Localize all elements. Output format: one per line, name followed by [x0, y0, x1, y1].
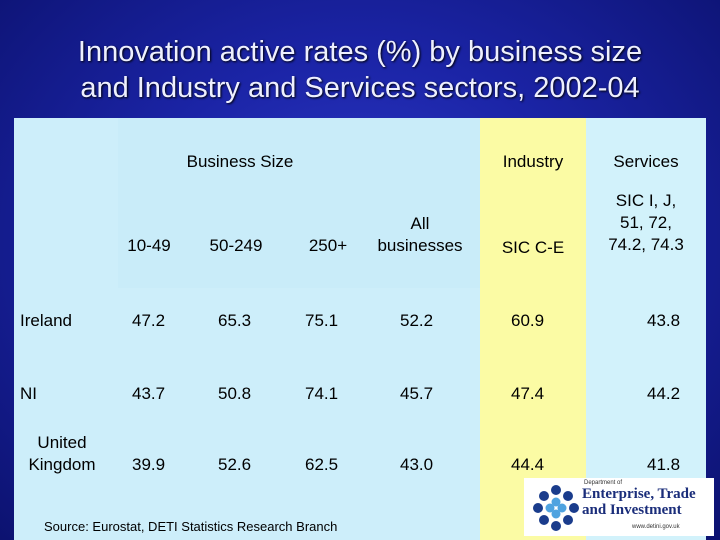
col-header-50-249: 50-249: [209, 236, 263, 255]
col-header-all-line-2: businesses: [377, 236, 463, 255]
table-cell: 52.2: [400, 311, 434, 330]
group-header-services: Services: [613, 152, 679, 171]
logo-name: Enterprise, Trade and Investment: [582, 486, 696, 518]
deti-emblem-icon: [533, 485, 579, 531]
table-cell: 50.8: [218, 384, 252, 403]
logo-department-text: Department of: [584, 480, 623, 486]
col-header-services-line-2: 51, 72,: [620, 213, 672, 232]
table-cell: 43.7: [132, 384, 166, 403]
col-header-sic-services: SIC I, J, 51, 72, 74.2, 74.3: [586, 190, 706, 256]
business-size-band: [118, 118, 480, 288]
col-header-services-line-3: 74.2, 74.3: [608, 235, 684, 254]
logo-line-2: and Investment: [582, 502, 682, 518]
table-cell: 43.8: [647, 311, 681, 330]
table-cell: 44.2: [647, 384, 681, 403]
col-header-250-plus: 250+: [308, 236, 348, 255]
table-cell: 75.1: [305, 311, 339, 330]
col-header-all-line-1: All: [410, 214, 430, 233]
table-cell: 62.5: [305, 455, 339, 474]
table-cell: 39.9: [132, 455, 166, 474]
table-cell: 52.6: [218, 455, 252, 474]
col-header-services-line-1: SIC I, J,: [615, 191, 677, 210]
table-cell: 47.2: [132, 311, 166, 330]
group-header-business-size: Business Size: [186, 152, 294, 171]
title-line-2: and Industry and Services sectors, 2002-…: [80, 72, 640, 104]
group-header-industry: Industry: [502, 152, 564, 171]
col-header-10-49: 10-49: [127, 236, 171, 255]
row-label-united-kingdom: United Kingdom: [16, 432, 108, 476]
industry-column-band: [480, 118, 586, 540]
table-cell: 45.7: [400, 384, 434, 403]
source-note: Source: Eurostat, DETI Statistics Resear…: [44, 519, 338, 534]
logo-line-1: Enterprise, Trade: [582, 486, 696, 502]
table-cell: 41.8: [647, 455, 681, 474]
table-cell: 65.3: [218, 311, 252, 330]
col-header-sic-c-e: SIC C-E: [501, 238, 565, 257]
row-label-uk-line-1: United: [37, 433, 87, 452]
title-line-1: Innovation active rates (%) by business …: [77, 36, 643, 68]
table-cell: 74.1: [305, 384, 339, 403]
table-cell: 43.0: [400, 455, 434, 474]
table-cell: 44.4: [511, 455, 545, 474]
row-label-ni: NI: [20, 384, 37, 403]
slide-title: Innovation active rates (%) by business …: [0, 34, 720, 106]
services-column-band: [586, 118, 706, 540]
deti-logo: Department of Enterprise, Trade and Inve…: [524, 478, 714, 536]
table-cell: 47.4: [511, 384, 545, 403]
col-header-all-businesses: All businesses: [364, 213, 476, 257]
table-cell: 60.9: [511, 311, 545, 330]
logo-url: www.detini.gov.uk: [632, 524, 680, 530]
row-label-uk-line-2: Kingdom: [28, 455, 96, 474]
row-label-ireland: Ireland: [20, 311, 72, 330]
